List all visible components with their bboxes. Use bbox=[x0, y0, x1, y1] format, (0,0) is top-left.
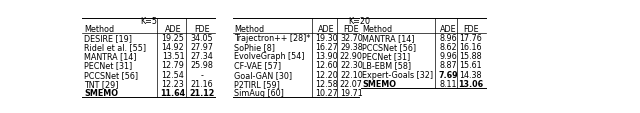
Text: 27.34: 27.34 bbox=[190, 52, 213, 61]
Text: 13.90: 13.90 bbox=[315, 52, 338, 61]
Text: 13.51: 13.51 bbox=[162, 52, 184, 61]
Text: 34.05: 34.05 bbox=[191, 34, 213, 43]
Text: 21.16: 21.16 bbox=[191, 79, 213, 88]
Text: 19.25: 19.25 bbox=[161, 34, 184, 43]
Text: SimAug [60]: SimAug [60] bbox=[234, 88, 284, 97]
Text: PECNet [31]: PECNet [31] bbox=[362, 52, 410, 61]
Text: 12.20: 12.20 bbox=[315, 70, 338, 79]
Text: 22.90: 22.90 bbox=[340, 52, 363, 61]
Text: 8.87: 8.87 bbox=[440, 61, 457, 70]
Text: CF-VAE [57]: CF-VAE [57] bbox=[234, 61, 282, 70]
Text: Expert-Goals [32]: Expert-Goals [32] bbox=[362, 70, 433, 79]
Text: 16.27: 16.27 bbox=[315, 43, 338, 52]
Text: FDE: FDE bbox=[463, 25, 479, 34]
Text: PECNet [31]: PECNet [31] bbox=[84, 61, 132, 70]
Text: 21.12: 21.12 bbox=[189, 88, 214, 97]
Text: 25.98: 25.98 bbox=[190, 61, 213, 70]
Text: 12.23: 12.23 bbox=[162, 79, 184, 88]
Text: 13.06: 13.06 bbox=[458, 79, 483, 88]
Text: K=5: K=5 bbox=[140, 17, 157, 26]
Text: 22.30: 22.30 bbox=[340, 61, 363, 70]
Text: 17.76: 17.76 bbox=[460, 34, 482, 43]
Text: 11.64: 11.64 bbox=[161, 88, 186, 97]
Text: SMEMO: SMEMO bbox=[362, 79, 396, 88]
Text: 12.60: 12.60 bbox=[315, 61, 338, 70]
Text: ADE: ADE bbox=[440, 25, 456, 34]
Text: FDE: FDE bbox=[194, 25, 209, 34]
Text: SMEMO: SMEMO bbox=[84, 88, 118, 97]
Text: 7.69: 7.69 bbox=[438, 70, 458, 79]
Text: K=20: K=20 bbox=[348, 17, 371, 26]
Text: ADE: ADE bbox=[318, 25, 335, 34]
Text: TNT [29]: TNT [29] bbox=[84, 79, 118, 88]
Text: 12.54: 12.54 bbox=[162, 70, 184, 79]
Text: Goal-GAN [30]: Goal-GAN [30] bbox=[234, 70, 292, 79]
Text: 22.07: 22.07 bbox=[340, 79, 363, 88]
Text: 16.16: 16.16 bbox=[460, 43, 482, 52]
Text: 27.97: 27.97 bbox=[190, 43, 213, 52]
Text: Method: Method bbox=[362, 25, 392, 34]
Text: 8.96: 8.96 bbox=[440, 34, 457, 43]
Text: P2TIRL [59]: P2TIRL [59] bbox=[234, 79, 280, 88]
Text: 14.92: 14.92 bbox=[162, 43, 184, 52]
Text: 32.70: 32.70 bbox=[340, 34, 363, 43]
Text: MANTRA [14]: MANTRA [14] bbox=[84, 52, 136, 61]
Text: FDE: FDE bbox=[344, 25, 359, 34]
Text: PCCSNet [56]: PCCSNet [56] bbox=[84, 70, 138, 79]
Text: Ridel et al. [55]: Ridel et al. [55] bbox=[84, 43, 146, 52]
Text: 12.58: 12.58 bbox=[315, 79, 338, 88]
Text: -: - bbox=[200, 70, 204, 79]
Text: DESIRE [19]: DESIRE [19] bbox=[84, 34, 132, 43]
Text: 12.79: 12.79 bbox=[161, 61, 184, 70]
Text: 15.61: 15.61 bbox=[460, 61, 482, 70]
Text: PCCSNet [56]: PCCSNet [56] bbox=[362, 43, 417, 52]
Text: Trajectron++ [28]*: Trajectron++ [28]* bbox=[234, 34, 310, 43]
Text: 9.96: 9.96 bbox=[440, 52, 457, 61]
Text: 8.11: 8.11 bbox=[440, 79, 457, 88]
Text: 22.10: 22.10 bbox=[340, 70, 363, 79]
Text: 15.88: 15.88 bbox=[460, 52, 482, 61]
Text: LB-EBM [58]: LB-EBM [58] bbox=[362, 61, 412, 70]
Text: ADE: ADE bbox=[164, 25, 181, 34]
Text: EvolveGraph [54]: EvolveGraph [54] bbox=[234, 52, 305, 61]
Text: 29.38: 29.38 bbox=[340, 43, 363, 52]
Text: Method: Method bbox=[84, 25, 114, 34]
Text: 10.27: 10.27 bbox=[315, 88, 338, 97]
Text: 8.62: 8.62 bbox=[440, 43, 457, 52]
Text: 14.38: 14.38 bbox=[460, 70, 482, 79]
Text: MANTRA [14]: MANTRA [14] bbox=[362, 34, 415, 43]
Text: SoPhie [8]: SoPhie [8] bbox=[234, 43, 275, 52]
Text: 19.30: 19.30 bbox=[315, 34, 338, 43]
Text: Method: Method bbox=[234, 25, 264, 34]
Text: 19.71: 19.71 bbox=[340, 88, 363, 97]
